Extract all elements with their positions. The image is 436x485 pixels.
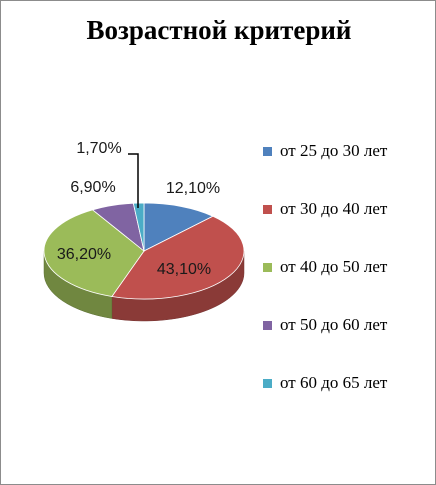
legend-swatch-4 — [263, 320, 272, 330]
legend-label-1: от 25 до 30 лет — [280, 141, 388, 160]
legend-swatch-1 — [263, 146, 272, 156]
data-label-2: 43,10% — [157, 261, 211, 278]
legend-item-4: от 50 до 60 лет — [263, 315, 387, 335]
data-label-4: 6,90% — [70, 179, 115, 196]
chart-title: Возрастной критерий — [86, 15, 352, 45]
leader-line — [128, 153, 139, 208]
legend-label-3: от 40 до 50 лет — [280, 257, 388, 276]
legend-swatch-5 — [263, 378, 272, 388]
data-label-3: 36,20% — [57, 246, 111, 263]
legend-item-2: от 30 до 40 лет — [263, 199, 387, 219]
data-label-5: 1,70% — [76, 140, 121, 157]
legend-label-2: от 30 до 40 лет — [280, 199, 388, 218]
legend-item-1: от 25 до 30 лет — [263, 141, 387, 161]
legend-label-5: от 60 до 65 лет — [280, 373, 388, 392]
pie-slice-2 — [111, 215, 245, 300]
legend-label-4: от 50 до 60 лет — [280, 315, 388, 334]
legend-item-5: от 60 до 65 лет — [263, 373, 387, 393]
legend-swatch-2 — [263, 204, 272, 214]
data-label-1: 12,10% — [166, 180, 220, 197]
pie-slice-1 — [143, 202, 214, 252]
legend-swatch-3 — [263, 262, 272, 272]
legend-item-3: от 40 до 50 лет — [263, 257, 387, 277]
